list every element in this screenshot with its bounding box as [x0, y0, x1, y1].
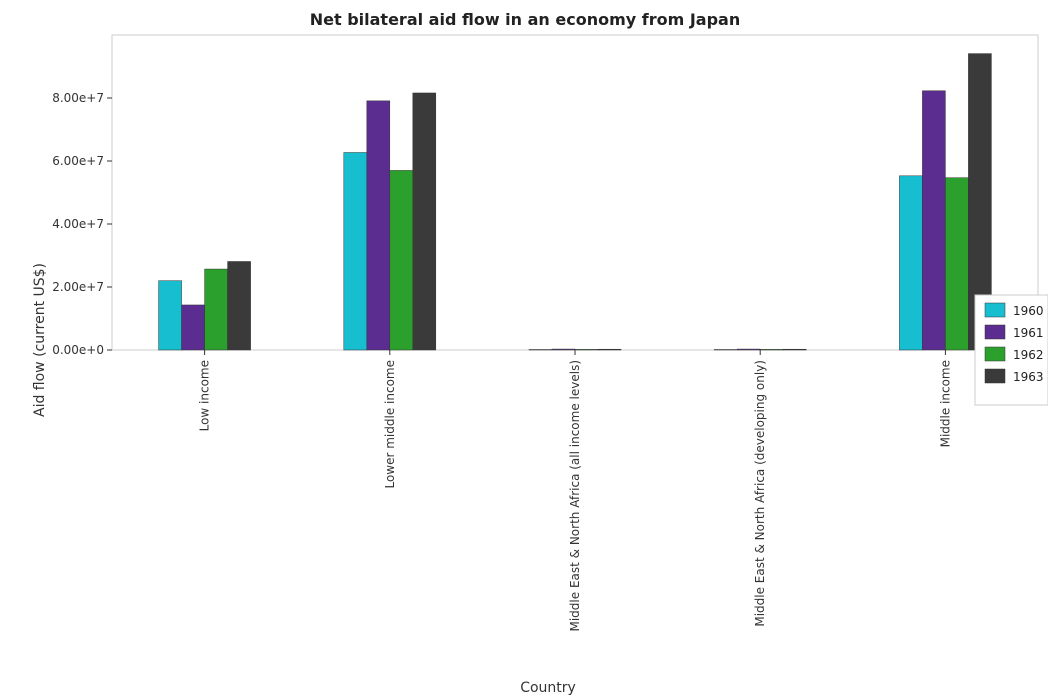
- chart-title: Net bilateral aid flow in an economy fro…: [310, 10, 741, 29]
- legend: 1960 1961 1962 1963: [974, 294, 1048, 406]
- x-tick-label: Middle East & North Africa (developing o…: [753, 360, 767, 627]
- x-tick-label: Lower middle income: [383, 360, 397, 489]
- bar-1961-3: [736, 348, 761, 351]
- y-axis-label: Aid flow (current US$): [32, 263, 48, 417]
- legend-label-1962: 1962: [1013, 348, 1044, 362]
- legend-swatch-1961: [984, 324, 1006, 340]
- bar-1962-0: [204, 268, 228, 351]
- x-tick-label: Low income: [198, 360, 212, 431]
- bar-1963-2: [597, 348, 622, 351]
- x-tick-label: Middle income: [938, 360, 952, 447]
- x-tick-label: Middle East & North Africa (all income l…: [568, 360, 582, 632]
- bar-1963-1: [412, 92, 437, 351]
- legend-swatch-1963: [984, 368, 1006, 384]
- legend-swatch-1960: [984, 302, 1006, 318]
- legend-label-1961: 1961: [1013, 326, 1044, 340]
- legend-label-1963: 1963: [1013, 370, 1044, 384]
- bar-1960-3: [713, 349, 738, 351]
- bar-1962-3: [759, 349, 784, 351]
- bar-1960-4: [899, 175, 923, 351]
- bar-1960-1: [343, 152, 368, 351]
- y-tick-label: 0.00e+0: [52, 343, 104, 357]
- y-tick-label: 2.00e+7: [52, 280, 104, 294]
- bar-1961-1: [366, 100, 391, 351]
- bar-1961-4: [922, 90, 946, 351]
- bar-1962-2: [574, 349, 599, 351]
- bar-1962-4: [945, 177, 969, 351]
- legend-label-1960: 1960: [1013, 304, 1044, 318]
- x-axis-label: Country: [520, 680, 576, 696]
- bar-1963-0: [227, 261, 251, 351]
- bar-1963-3: [782, 348, 807, 351]
- bar-1960-2: [528, 349, 553, 351]
- y-tick-label: 8.00e+7: [52, 91, 104, 105]
- y-tick-label: 4.00e+7: [52, 217, 104, 231]
- y-tick-label: 6.00e+7: [52, 154, 104, 168]
- legend-swatch-1962: [984, 346, 1006, 362]
- bar-1961-0: [181, 304, 205, 351]
- bar-1961-2: [551, 348, 576, 351]
- bar-1962-1: [389, 170, 414, 351]
- plot-area: 0.00e+0 2.00e+7 4.00e+7 6.00e+7 8.00e+7 Low i…: [52, 34, 1039, 632]
- bar-1960-0: [158, 280, 182, 351]
- plot-frame: [111, 34, 1039, 351]
